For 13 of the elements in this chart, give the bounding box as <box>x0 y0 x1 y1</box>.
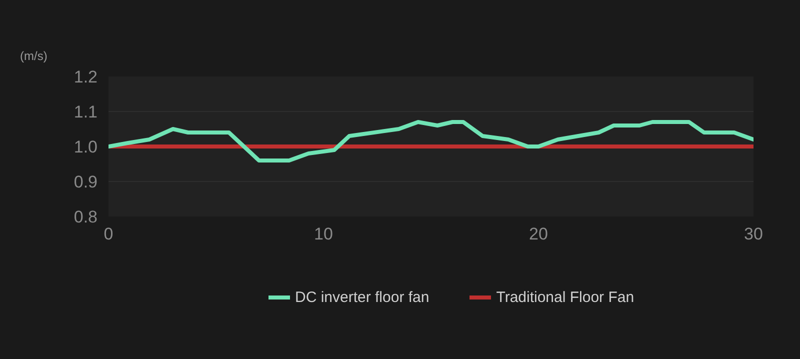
legend-label: Traditional Floor Fan <box>496 288 634 306</box>
y-axis-title: (m/s) <box>20 48 48 65</box>
x-tick-label: 10 <box>314 224 333 244</box>
y-tick-label: 1.1 <box>74 102 98 122</box>
y-tick-label: 0.8 <box>74 208 98 226</box>
y-tick-label: 1.0 <box>74 138 98 156</box>
x-tick-label: 20 <box>529 224 548 244</box>
y-tick-label: 1.2 <box>74 68 98 86</box>
legend-label: DC inverter floor fan <box>295 288 430 306</box>
line-series <box>108 120 754 162</box>
x-tick-label: 0 <box>104 224 114 244</box>
x-tick-label: 30 <box>744 224 763 244</box>
y-tick-label: 0.9 <box>74 172 98 192</box>
